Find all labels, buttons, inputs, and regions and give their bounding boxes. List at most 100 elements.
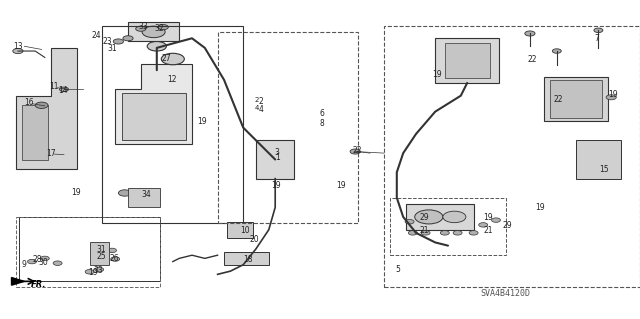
Text: 33: 33 bbox=[138, 22, 148, 31]
Text: 4: 4 bbox=[255, 105, 259, 111]
Polygon shape bbox=[550, 80, 602, 118]
Text: 19: 19 bbox=[483, 213, 493, 222]
Polygon shape bbox=[22, 105, 48, 160]
Text: 20: 20 bbox=[250, 235, 260, 244]
Text: 6: 6 bbox=[319, 109, 324, 118]
Circle shape bbox=[53, 261, 62, 265]
Circle shape bbox=[142, 26, 165, 38]
Text: 14: 14 bbox=[58, 86, 68, 95]
Text: 11: 11 bbox=[50, 82, 59, 91]
Text: 17: 17 bbox=[46, 149, 56, 158]
Polygon shape bbox=[435, 38, 499, 83]
Circle shape bbox=[443, 211, 466, 223]
Circle shape bbox=[161, 53, 184, 65]
Text: 19: 19 bbox=[70, 188, 81, 197]
Text: 13: 13 bbox=[13, 42, 23, 51]
Circle shape bbox=[136, 26, 146, 31]
Text: 12: 12 bbox=[167, 75, 176, 84]
Bar bbox=[19, 217, 160, 281]
Circle shape bbox=[95, 267, 104, 272]
Circle shape bbox=[113, 39, 124, 44]
Circle shape bbox=[111, 257, 120, 261]
Text: 7: 7 bbox=[595, 34, 600, 43]
Text: 8: 8 bbox=[319, 119, 324, 128]
Polygon shape bbox=[115, 64, 192, 144]
Circle shape bbox=[13, 48, 23, 54]
Text: 29: 29 bbox=[419, 213, 429, 222]
Text: 31: 31 bbox=[96, 245, 106, 254]
Text: 22: 22 bbox=[528, 55, 537, 63]
Circle shape bbox=[108, 248, 116, 253]
Circle shape bbox=[492, 218, 500, 222]
Circle shape bbox=[350, 149, 360, 154]
Text: 26: 26 bbox=[109, 254, 119, 263]
Circle shape bbox=[35, 102, 48, 108]
Polygon shape bbox=[224, 252, 269, 265]
Text: 31: 31 bbox=[107, 44, 117, 53]
Text: 21: 21 bbox=[420, 226, 429, 235]
Circle shape bbox=[594, 28, 603, 33]
Text: 19: 19 bbox=[432, 70, 442, 78]
Text: 2: 2 bbox=[259, 97, 264, 106]
Text: 15: 15 bbox=[598, 165, 609, 174]
Text: 29: 29 bbox=[502, 221, 513, 230]
Text: 22: 22 bbox=[554, 95, 563, 104]
Text: 19: 19 bbox=[336, 181, 346, 190]
Text: 2: 2 bbox=[255, 97, 259, 103]
Text: 22: 22 bbox=[353, 146, 362, 155]
Polygon shape bbox=[122, 93, 186, 140]
Text: 23: 23 bbox=[102, 37, 112, 46]
Text: 21: 21 bbox=[484, 226, 493, 235]
Bar bbox=[102, 26, 243, 223]
Text: 19: 19 bbox=[88, 268, 98, 277]
Circle shape bbox=[123, 36, 133, 41]
Text: 28: 28 bbox=[33, 255, 42, 263]
Text: 27: 27 bbox=[161, 54, 172, 63]
Circle shape bbox=[158, 25, 168, 30]
Text: 32: 32 bbox=[154, 24, 164, 33]
Text: 19: 19 bbox=[608, 90, 618, 99]
Text: 10: 10 bbox=[240, 226, 250, 235]
Polygon shape bbox=[128, 22, 179, 41]
Text: SVA4B4120D: SVA4B4120D bbox=[481, 289, 531, 298]
Text: 33: 33 bbox=[93, 266, 103, 275]
Circle shape bbox=[479, 223, 488, 227]
Circle shape bbox=[415, 210, 443, 224]
Bar bbox=[384, 26, 640, 287]
Text: 19: 19 bbox=[271, 181, 282, 190]
Circle shape bbox=[552, 49, 561, 53]
Text: 24: 24 bbox=[91, 31, 101, 40]
Circle shape bbox=[147, 41, 166, 51]
Circle shape bbox=[405, 219, 414, 224]
Polygon shape bbox=[16, 48, 77, 169]
Text: FR.: FR. bbox=[31, 280, 46, 289]
Polygon shape bbox=[12, 278, 24, 285]
Circle shape bbox=[60, 87, 68, 92]
Polygon shape bbox=[227, 222, 253, 238]
Text: 5: 5 bbox=[396, 265, 401, 274]
Circle shape bbox=[440, 231, 449, 235]
Polygon shape bbox=[90, 242, 109, 265]
Polygon shape bbox=[128, 188, 160, 207]
Bar bbox=[218, 32, 358, 223]
Circle shape bbox=[453, 231, 462, 235]
Text: 25: 25 bbox=[96, 252, 106, 261]
Circle shape bbox=[606, 95, 616, 100]
Circle shape bbox=[118, 190, 131, 196]
Circle shape bbox=[408, 231, 417, 235]
Circle shape bbox=[469, 231, 478, 235]
Bar bbox=[16, 217, 160, 287]
Text: 30: 30 bbox=[38, 258, 49, 267]
Circle shape bbox=[40, 256, 49, 261]
Circle shape bbox=[85, 270, 94, 274]
Polygon shape bbox=[576, 140, 621, 179]
Bar bbox=[390, 198, 506, 255]
Text: 19: 19 bbox=[196, 117, 207, 126]
Polygon shape bbox=[406, 204, 474, 230]
Polygon shape bbox=[544, 77, 608, 121]
Circle shape bbox=[98, 255, 107, 259]
Text: 16: 16 bbox=[24, 98, 34, 107]
Circle shape bbox=[421, 231, 430, 235]
Circle shape bbox=[28, 259, 36, 264]
Text: 18: 18 bbox=[244, 255, 253, 263]
